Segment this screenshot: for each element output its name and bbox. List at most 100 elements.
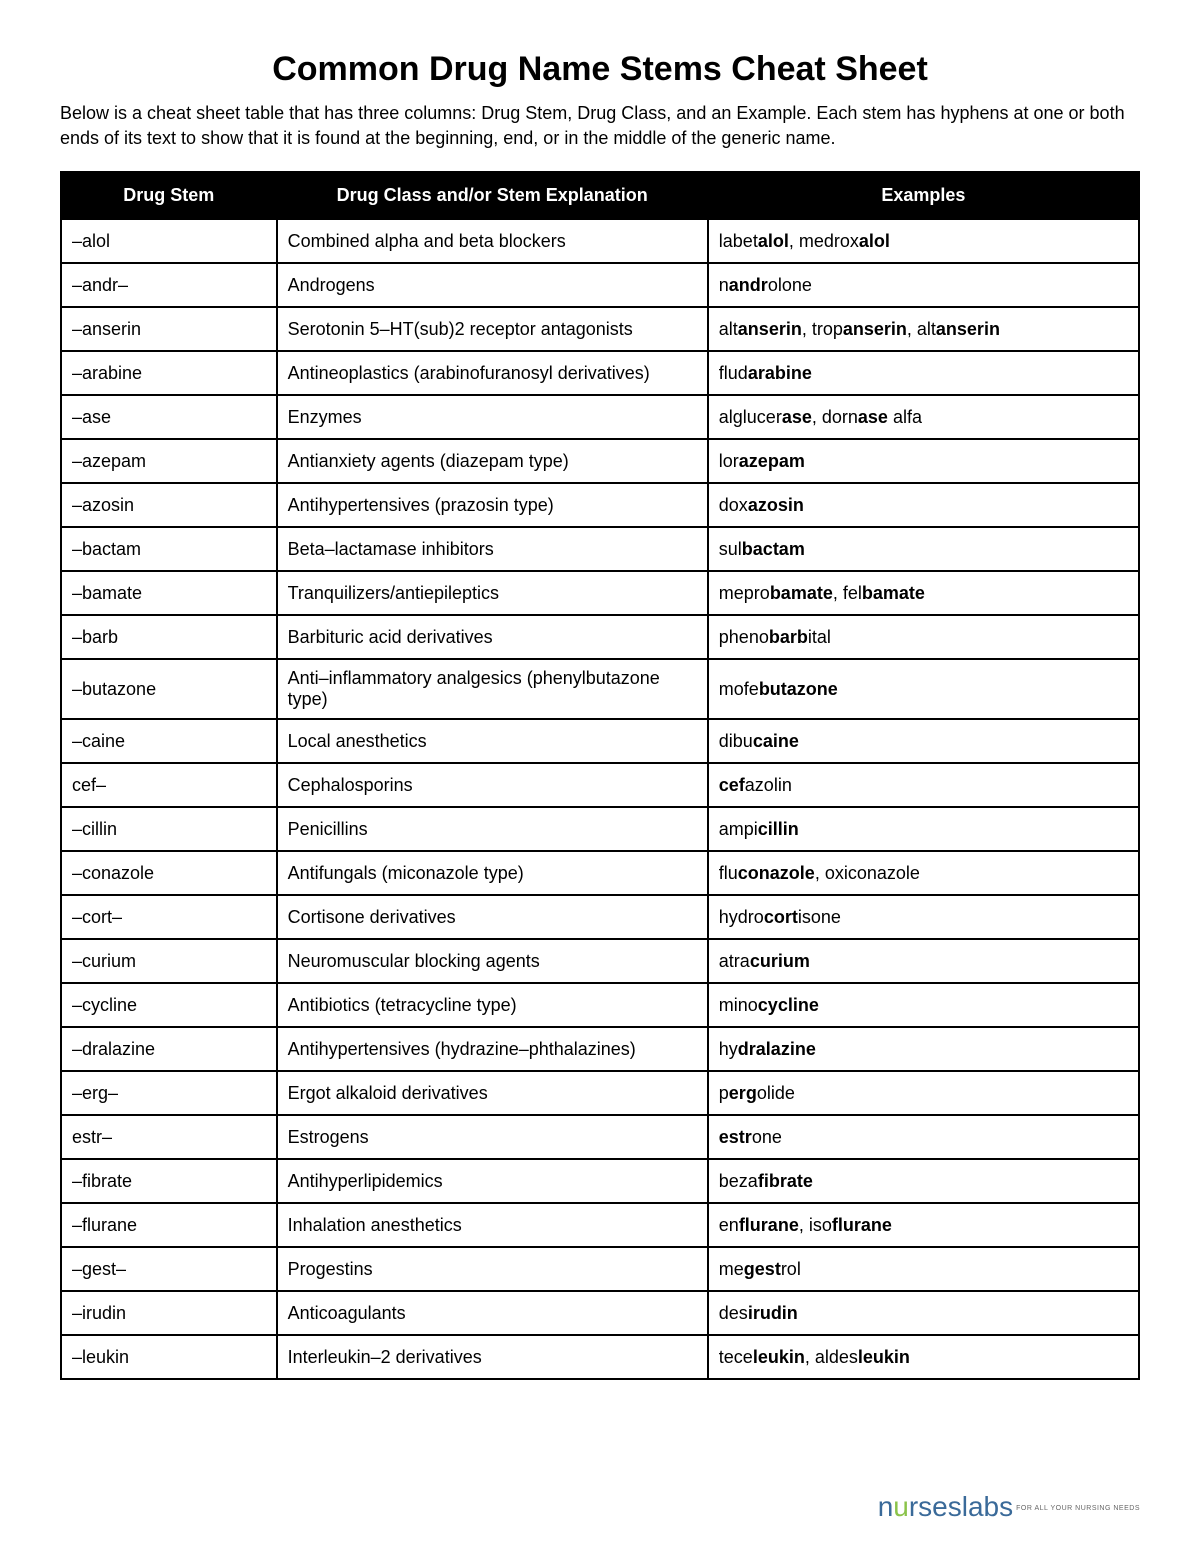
cell-class: Androgens [277, 263, 708, 307]
cell-examples: ampicillin [708, 807, 1139, 851]
table-row: –alolCombined alpha and beta blockerslab… [61, 219, 1139, 263]
cell-class: Anti–inflammatory analgesics (phenylbuta… [277, 659, 708, 719]
table-row: estr–Estrogensestrone [61, 1115, 1139, 1159]
cell-class: Beta–lactamase inhibitors [277, 527, 708, 571]
header-row: Drug Stem Drug Class and/or Stem Explana… [61, 172, 1139, 219]
cell-examples: dibucaine [708, 719, 1139, 763]
cell-stem: –irudin [61, 1291, 277, 1335]
table-row: –anserinSerotonin 5–HT(sub)2 receptor an… [61, 307, 1139, 351]
table-row: –bamateTranquilizers/antiepilepticsmepro… [61, 571, 1139, 615]
cell-class: Neuromuscular blocking agents [277, 939, 708, 983]
cell-class: Enzymes [277, 395, 708, 439]
table-row: –barbBarbituric acid derivativesphenobar… [61, 615, 1139, 659]
table-row: –conazoleAntifungals (miconazole type)fl… [61, 851, 1139, 895]
cell-examples: lorazepam [708, 439, 1139, 483]
cell-class: Ergot alkaloid derivatives [277, 1071, 708, 1115]
cell-stem: –erg– [61, 1071, 277, 1115]
cell-stem: –ase [61, 395, 277, 439]
cell-examples: doxazosin [708, 483, 1139, 527]
table-row: –dralazineAntihypertensives (hydrazine–p… [61, 1027, 1139, 1071]
cell-examples: nandrolone [708, 263, 1139, 307]
cell-stem: –gest– [61, 1247, 277, 1291]
table-row: –aseEnzymesalglucerase, dornase alfa [61, 395, 1139, 439]
cell-class: Cephalosporins [277, 763, 708, 807]
cell-class: Progestins [277, 1247, 708, 1291]
cell-stem: –leukin [61, 1335, 277, 1379]
stems-table: Drug Stem Drug Class and/or Stem Explana… [60, 171, 1140, 1380]
cell-stem: –fibrate [61, 1159, 277, 1203]
cell-class: Penicillins [277, 807, 708, 851]
cell-examples: alglucerase, dornase alfa [708, 395, 1139, 439]
col-stem: Drug Stem [61, 172, 277, 219]
intro-text: Below is a cheat sheet table that has th… [60, 101, 1140, 151]
table-row: –curiumNeuromuscular blocking agentsatra… [61, 939, 1139, 983]
col-class: Drug Class and/or Stem Explanation [277, 172, 708, 219]
cell-stem: –arabine [61, 351, 277, 395]
cell-class: Estrogens [277, 1115, 708, 1159]
cell-class: Tranquilizers/antiepileptics [277, 571, 708, 615]
cell-class: Inhalation anesthetics [277, 1203, 708, 1247]
cell-examples: sulbactam [708, 527, 1139, 571]
col-examples: Examples [708, 172, 1139, 219]
cell-class: Cortisone derivatives [277, 895, 708, 939]
cell-class: Antihyperlipidemics [277, 1159, 708, 1203]
cell-stem: –butazone [61, 659, 277, 719]
cell-stem: –azepam [61, 439, 277, 483]
cell-stem: –andr– [61, 263, 277, 307]
cell-examples: phenobarbital [708, 615, 1139, 659]
cell-examples: megestrol [708, 1247, 1139, 1291]
table-row: –fibrateAntihyperlipidemicsbezafibrate [61, 1159, 1139, 1203]
cell-examples: hydralazine [708, 1027, 1139, 1071]
cell-class: Antineoplastics (arabinofuranosyl deriva… [277, 351, 708, 395]
cell-examples: atracurium [708, 939, 1139, 983]
cell-examples: labetalol, medroxalol [708, 219, 1139, 263]
cell-stem: –azosin [61, 483, 277, 527]
cell-stem: –flurane [61, 1203, 277, 1247]
cell-class: Interleukin–2 derivatives [277, 1335, 708, 1379]
cell-stem: –dralazine [61, 1027, 277, 1071]
cell-class: Antibiotics (tetracycline type) [277, 983, 708, 1027]
table-row: –bactamBeta–lactamase inhibitorssulbacta… [61, 527, 1139, 571]
cell-stem: –curium [61, 939, 277, 983]
logo-tagline: FOR ALL YOUR NURSING NEEDS [1016, 1505, 1140, 1512]
table-row: –arabineAntineoplastics (arabinofuranosy… [61, 351, 1139, 395]
cell-class: Serotonin 5–HT(sub)2 receptor antagonist… [277, 307, 708, 351]
cell-stem: –cort– [61, 895, 277, 939]
page-title: Common Drug Name Stems Cheat Sheet [60, 50, 1140, 89]
cell-class: Antifungals (miconazole type) [277, 851, 708, 895]
table-row: –fluraneInhalation anestheticsenflurane,… [61, 1203, 1139, 1247]
cell-class: Anticoagulants [277, 1291, 708, 1335]
table-row: –gest–Progestinsmegestrol [61, 1247, 1139, 1291]
cell-class: Local anesthetics [277, 719, 708, 763]
cell-examples: bezafibrate [708, 1159, 1139, 1203]
cell-stem: –cycline [61, 983, 277, 1027]
table-row: –irudinAnticoagulantsdesirudin [61, 1291, 1139, 1335]
cell-examples: desirudin [708, 1291, 1139, 1335]
cell-examples: fludarabine [708, 351, 1139, 395]
cell-class: Combined alpha and beta blockers [277, 219, 708, 263]
cell-stem: –conazole [61, 851, 277, 895]
table-row: –leukinInterleukin–2 derivativesteceleuk… [61, 1335, 1139, 1379]
cell-examples: altanserin, tropanserin, altanserin [708, 307, 1139, 351]
table-row: –butazoneAnti–inflammatory analgesics (p… [61, 659, 1139, 719]
cell-examples: cefazolin [708, 763, 1139, 807]
table-row: –caineLocal anestheticsdibucaine [61, 719, 1139, 763]
logo: nurseslabsFOR ALL YOUR NURSING NEEDS [878, 1491, 1140, 1523]
cell-examples: pergolide [708, 1071, 1139, 1115]
table-row: –cyclineAntibiotics (tetracycline type)m… [61, 983, 1139, 1027]
cell-class: Antihypertensives (prazosin type) [277, 483, 708, 527]
table-row: cef–Cephalosporinscefazolin [61, 763, 1139, 807]
cell-examples: mofebutazone [708, 659, 1139, 719]
cell-examples: teceleukin, aldesleukin [708, 1335, 1139, 1379]
cell-class: Antianxiety agents (diazepam type) [277, 439, 708, 483]
table-row: –cort–Cortisone derivativeshydrocortison… [61, 895, 1139, 939]
table-row: –azepamAntianxiety agents (diazepam type… [61, 439, 1139, 483]
cell-stem: –cillin [61, 807, 277, 851]
cell-stem: –anserin [61, 307, 277, 351]
cell-stem: –bactam [61, 527, 277, 571]
cell-stem: –alol [61, 219, 277, 263]
cell-class: Antihypertensives (hydrazine–phthalazine… [277, 1027, 708, 1071]
cell-examples: estrone [708, 1115, 1139, 1159]
cell-stem: –barb [61, 615, 277, 659]
table-row: –cillinPenicillinsampicillin [61, 807, 1139, 851]
